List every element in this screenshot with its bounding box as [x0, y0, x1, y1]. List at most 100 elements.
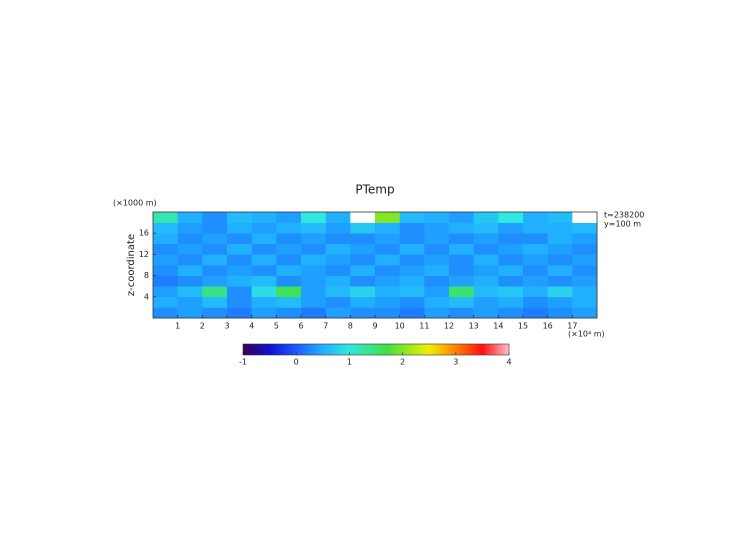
heat-cell: [473, 233, 499, 245]
heat-cell: [449, 212, 474, 223]
heat-cell: [572, 243, 598, 255]
heat-cell: [251, 254, 277, 266]
heat-cell: [301, 212, 326, 223]
heat-cell: [375, 286, 400, 298]
y-tick-label: 12: [139, 250, 149, 259]
heat-cell: [375, 222, 400, 234]
heat-cell: [325, 243, 351, 255]
heat-cell: [251, 243, 277, 255]
heat-cell: [227, 222, 252, 234]
x-tick-label: 16: [543, 322, 553, 331]
heat-cell: [177, 296, 203, 308]
heat-cell: [153, 222, 178, 234]
heat-cell: [424, 243, 450, 255]
heat-cell: [572, 296, 598, 308]
heat-cell: [399, 222, 425, 234]
heat-cell: [547, 243, 573, 255]
heat-cell: [177, 286, 203, 298]
heat-cell: [572, 275, 598, 287]
colorbar-tick-label: 4: [506, 358, 511, 367]
heat-cell: [572, 307, 598, 319]
x-tick-label: 1: [175, 322, 180, 331]
heat-cell: [276, 296, 302, 308]
heat-cell: [276, 254, 302, 266]
y-tick-label: 4: [144, 292, 149, 301]
heat-cell: [375, 296, 400, 308]
heat-cell: [301, 296, 326, 308]
heat-cell: [276, 222, 302, 234]
heat-cell: [424, 233, 450, 245]
x-tick-label: 3: [224, 322, 229, 331]
x-tick-label: 14: [493, 322, 503, 331]
colorbar-tick-label: 2: [400, 358, 405, 367]
heat-cell: [325, 296, 351, 308]
heat-cell: [523, 233, 548, 245]
heat-cell: [572, 265, 598, 276]
y-axis-label: z-coordinate: [126, 234, 137, 296]
heat-cell: [523, 307, 548, 319]
heat-cell: [473, 275, 499, 287]
heat-cell: [202, 243, 228, 255]
heat-cell: [473, 265, 499, 276]
heat-cell: [177, 265, 203, 276]
heat-cell: [473, 286, 499, 298]
heat-cell: [498, 296, 524, 308]
heat-cell: [202, 254, 228, 266]
heat-cell: [523, 296, 548, 308]
heat-cell: [572, 222, 598, 234]
heat-cell: [523, 243, 548, 255]
heat-cell: [399, 265, 425, 276]
heat-cell: [202, 275, 228, 287]
heat-cell: [498, 233, 524, 245]
x-unit: (×10⁴ m): [568, 330, 605, 339]
heat-cell: [325, 233, 351, 245]
heat-cell: [350, 265, 376, 276]
heat-cell: [498, 286, 524, 298]
heat-cell: [375, 233, 400, 245]
x-tick-label: 15: [518, 322, 528, 331]
heat-cell: [350, 275, 376, 287]
heat-cell: [350, 212, 376, 223]
heat-cell: [473, 212, 499, 223]
heat-cell: [547, 275, 573, 287]
heat-cell: [325, 286, 351, 298]
heat-cell: [473, 243, 499, 255]
heat-cell: [572, 212, 598, 223]
heat-cell: [153, 275, 178, 287]
heat-cell: [202, 222, 228, 234]
heat-cell: [424, 212, 450, 223]
x-tick-label: 8: [348, 322, 353, 331]
heat-cell: [227, 212, 252, 223]
heat-cell: [498, 212, 524, 223]
heat-cell: [498, 254, 524, 266]
heat-cell: [276, 243, 302, 255]
heat-cell: [424, 222, 450, 234]
heat-cell: [177, 254, 203, 266]
heat-cell: [424, 265, 450, 276]
heat-cell: [153, 265, 178, 276]
heat-cell: [424, 307, 450, 319]
colorbar-tick-label: -1: [239, 358, 247, 367]
heat-cell: [227, 275, 252, 287]
heat-cell: [301, 222, 326, 234]
x-tick-label: 11: [419, 322, 429, 331]
heat-cell: [547, 296, 573, 308]
heat-cell: [227, 296, 252, 308]
heat-cell: [449, 265, 474, 276]
heat-cell: [449, 307, 474, 319]
heat-cell: [350, 307, 376, 319]
heat-cell: [375, 212, 400, 223]
heat-cell: [424, 254, 450, 266]
heat-cell: [523, 275, 548, 287]
heat-cell: [498, 307, 524, 319]
chart-title: PTemp: [355, 183, 394, 197]
heat-cell: [424, 296, 450, 308]
heat-cell: [399, 243, 425, 255]
heat-cell: [227, 307, 252, 319]
heat-cell: [177, 275, 203, 287]
heat-cell: [350, 243, 376, 255]
heat-cell: [523, 265, 548, 276]
heat-cell: [153, 254, 178, 266]
heat-cell: [153, 307, 178, 319]
heat-cell: [449, 286, 474, 298]
